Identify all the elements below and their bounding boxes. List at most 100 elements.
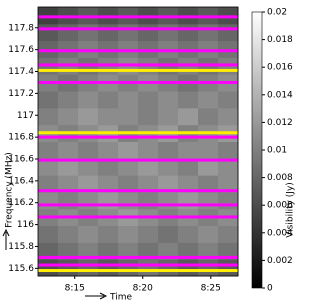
flagged-line (38, 189, 238, 193)
heatmap-cell (158, 242, 179, 260)
heatmap-cell (78, 23, 99, 42)
y-tick-label: 117.6 (8, 45, 34, 55)
heatmap-cell (118, 158, 139, 176)
y-tick-label: 117.8 (8, 23, 34, 33)
heatmap-cell (78, 141, 99, 159)
y-arrow (2, 228, 10, 250)
x-tick-label: 8:25 (201, 284, 221, 294)
colorbar-tick-label: 0.004 (267, 228, 293, 238)
heatmap-cell (58, 91, 79, 109)
flagged-line (38, 215, 238, 219)
heatmap-cell (218, 158, 239, 176)
heatmap-cell (138, 91, 159, 109)
y-tick-label: 117.2 (8, 89, 34, 99)
y-tick-label: 116.8 (8, 133, 34, 143)
flagged-line (38, 80, 238, 84)
heatmap-cell (218, 91, 239, 109)
heatmap-cell (58, 175, 79, 193)
heatmap-cell (98, 107, 119, 126)
colorbar-label: Visibility (Jy) (286, 182, 296, 238)
heatmap-cell (98, 225, 119, 243)
heatmap-cell (138, 107, 159, 126)
heatmap-cell (98, 191, 119, 210)
heatmap-cell (98, 23, 119, 42)
heatmap-cell (78, 191, 99, 210)
heatmap-cell (78, 91, 99, 109)
heatmap-cell (178, 175, 199, 193)
heatmap-cell (78, 175, 99, 193)
y-tick-label: 116.4 (8, 176, 34, 186)
heatmap-cell (118, 225, 139, 243)
heatmap-cell (158, 141, 179, 159)
colorbar-tick-label: 0.008 (267, 173, 293, 183)
heatmap-cell (198, 259, 219, 277)
heatmap-cell (218, 175, 239, 193)
heatmap-cell (158, 175, 179, 193)
heatmap-cell (58, 225, 79, 243)
heatmap-cell (118, 107, 139, 126)
heatmap-cell (58, 259, 79, 277)
colorbar-tick-label: 0.018 (267, 35, 293, 45)
colorbar-tick-label: 0.012 (267, 118, 293, 128)
heatmap-cell (178, 259, 199, 277)
heatmap-cell (138, 23, 159, 42)
heatmap-cell (158, 158, 179, 176)
heatmap-cell (198, 175, 219, 193)
heatmap-cell (138, 225, 159, 243)
heatmap-cell (58, 141, 79, 159)
heatmap-cell (178, 91, 199, 109)
heatmap-cell (158, 259, 179, 277)
heatmap-cell (158, 23, 179, 42)
heatmap-cell (98, 175, 119, 193)
y-tick-label: 117 (17, 111, 34, 121)
flagged-line (38, 269, 238, 273)
heatmap-cell (118, 141, 139, 159)
flagged-line (38, 27, 238, 31)
heatmap-cell (218, 242, 239, 260)
colorbar-tick-label: 0.02 (267, 8, 287, 18)
y-tick-label: 115.6 (8, 264, 34, 274)
y-tick-label: 115.8 (8, 242, 34, 252)
heatmap-cell (198, 107, 219, 126)
y-axis-label: Frequency (MHz) (5, 152, 15, 228)
y-tick-label: 116.2 (8, 198, 34, 208)
heatmap-cell (38, 259, 59, 277)
x-axis-label: Time (109, 293, 132, 303)
colorbar-tick-label: 0.014 (267, 90, 293, 100)
heatmap-cell (198, 158, 219, 176)
flagged-line (38, 68, 238, 72)
heatmap-cell (218, 107, 239, 126)
heatmap-cell (218, 191, 239, 210)
heatmap-cell (98, 141, 119, 159)
heatmap-cell (218, 225, 239, 243)
plot-frame (37, 6, 239, 277)
flagged-line (38, 63, 238, 67)
y-tick-label: 116.6 (8, 154, 34, 164)
flagged-line (38, 135, 238, 139)
heatmap-cell (58, 158, 79, 176)
heatmap-cell (138, 141, 159, 159)
heatmap-cell (38, 242, 59, 260)
heatmap-cell (138, 259, 159, 277)
heatmap-cell (38, 107, 59, 126)
heatmap-cell (138, 175, 159, 193)
y-tick-label: 116 (17, 220, 34, 230)
flagged-line (38, 263, 238, 267)
heatmap-cell (158, 91, 179, 109)
heatmap-cell (118, 91, 139, 109)
colorbar-tick-label: 0.016 (267, 63, 293, 73)
heatmap-cell (158, 107, 179, 126)
x-arrow (85, 292, 108, 300)
heatmap-cell (198, 225, 219, 243)
heatmap-cell (118, 242, 139, 260)
heatmap-cell (118, 175, 139, 193)
heatmap-cell (218, 259, 239, 277)
heatmap-cell (178, 242, 199, 260)
colorbar-tick-label: 0 (267, 284, 273, 294)
heatmap-cell (118, 259, 139, 277)
heatmap-cell (38, 191, 59, 210)
x-tick-label: 8:20 (133, 284, 153, 294)
flagged-line (38, 131, 238, 135)
colorbar-tick-label: 0.002 (267, 256, 293, 266)
flagged-line (38, 49, 238, 53)
